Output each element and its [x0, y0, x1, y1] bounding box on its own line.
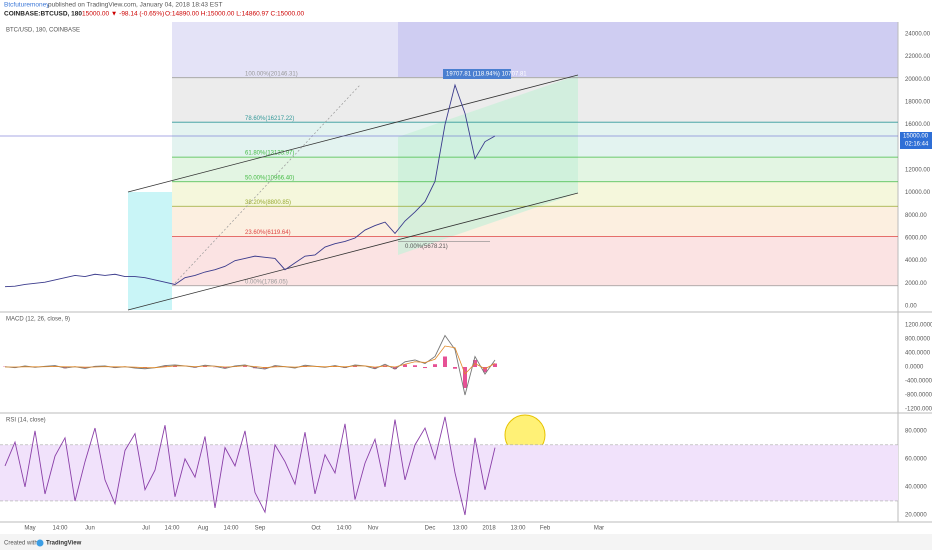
symbol: COINBASE:BTCUSD, 180 [4, 11, 82, 18]
y-tick-label: 40.0000 [905, 485, 927, 491]
macd-histogram [453, 367, 457, 369]
macd-title: MACD (12, 26, close, 9) [6, 317, 70, 323]
zone [398, 22, 898, 77]
y-tick-label: -400.0000 [905, 379, 932, 385]
y-tick-label: 6000.00 [905, 236, 927, 242]
x-tick-label: Aug [198, 526, 209, 532]
rsi-title: RSI (14, close) [6, 418, 46, 424]
macd-histogram [443, 357, 447, 368]
channel-zone [128, 192, 172, 310]
macd-histogram [433, 364, 437, 367]
x-tick-label: Nov [368, 526, 379, 532]
x-tick-label: Jul [142, 526, 150, 532]
fib-label: 61.80%(13133.97) [245, 151, 294, 157]
x-tick-label: 14:00 [52, 526, 68, 532]
macd-histogram [423, 367, 427, 368]
y-tick-label: 10000.00 [905, 190, 931, 196]
y-tick-label: 0.00 [905, 304, 917, 310]
background-layer [128, 22, 898, 310]
macd-histogram [413, 365, 417, 367]
fib-label: 50.00%(10966.40) [245, 175, 294, 181]
y-tick-label: 800.0000 [905, 337, 931, 343]
y-tick-label: 2000.00 [905, 281, 927, 287]
x-tick-label: 14:00 [336, 526, 352, 532]
author[interactable]: Btcfuturemoney [4, 2, 50, 9]
main-title: BTC/USD, 180, COINBASE [6, 28, 80, 34]
y-tick-label: 20.0000 [905, 513, 927, 519]
footer-brand: TradingView [46, 541, 82, 547]
x-tick-label: 14:00 [164, 526, 180, 532]
x-tick-label: Sep [255, 526, 266, 532]
y-tick-label: -1200.0000 [905, 407, 932, 413]
callout: 19707.81 (118.94%) 10707.81 [446, 72, 527, 78]
y-tick-label: 20000.00 [905, 77, 931, 83]
x-tick-label: 14:00 [223, 526, 239, 532]
fib-label: 23.60%(6119.64) [245, 230, 291, 236]
fib-label: 78.60%(16217.22) [245, 116, 294, 122]
x-tick-label: Feb [540, 526, 551, 532]
x-tick-label: Jun [85, 526, 95, 532]
countdown: 02:16:44 [905, 142, 929, 148]
logo [37, 540, 44, 547]
footer-bar [0, 534, 932, 550]
x-tick-label: 2018 [482, 526, 496, 532]
y-tick-label: 12000.00 [905, 168, 931, 174]
ohlc: O:14890.00 H:15000.00 L:14860.97 C:15000… [165, 11, 305, 18]
quote: 15000.00 ▼ -98.14 (-0.65%) [82, 11, 164, 18]
rsi-band [0, 445, 898, 501]
fib-label: 0.00%(5678.21) [405, 244, 448, 250]
x-tick-label: Dec [425, 526, 436, 532]
y-tick-label: 16000.00 [905, 122, 931, 128]
y-tick-label: 22000.00 [905, 54, 931, 60]
x-tick-label: May [24, 526, 35, 532]
y-tick-label: 0.0000 [905, 365, 924, 371]
y-tick-label: 60.0000 [905, 456, 927, 462]
y-tick-label: 8000.00 [905, 213, 927, 219]
y-tick-label: 400.0000 [905, 351, 931, 357]
footer-created: Created with [4, 541, 38, 547]
y-tick-label: 80.0000 [905, 428, 927, 434]
fib-label: 100.00%(20146.31) [245, 71, 298, 77]
y-tick-label: 1200.0000 [905, 323, 932, 329]
y-tick-label: 24000.00 [905, 32, 931, 38]
x-tick-label: 13:00 [510, 526, 526, 532]
x-tick-label: Oct [311, 526, 321, 532]
y-tick-label: -800.0000 [905, 393, 932, 399]
published: published on TradingView.com, January 04… [48, 2, 222, 9]
last-price-label: 15000.00 [903, 134, 929, 140]
y-tick-label: 4000.00 [905, 258, 927, 264]
y-tick-label: 18000.00 [905, 100, 931, 106]
fib-label: 0.00%(1786.05) [245, 279, 288, 285]
x-tick-label: 13:00 [452, 526, 468, 532]
x-tick-label: Mar [594, 526, 604, 532]
